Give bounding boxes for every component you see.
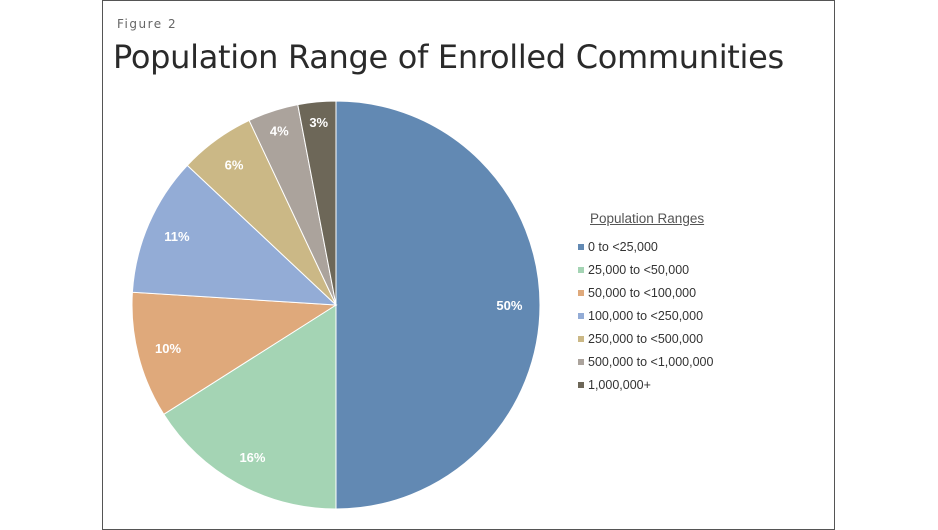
pie-slice-3 [131,164,338,306]
legend-label: 0 to <25,000 [588,239,658,254]
legend-label: 25,000 to <50,000 [588,262,690,277]
legend-title: Population Ranges [590,211,705,226]
legend-item: 100,000 to <250,000 [578,304,713,327]
legend-label: 500,000 to <1,000,000 [588,354,714,369]
legend-swatch [578,289,584,296]
legend: Population Ranges 0 to <25,000 25,000 to … [578,211,713,396]
data-label-2: 10% [155,341,181,356]
legend-label: 100,000 to <250,000 [588,308,704,323]
legend-item: 1,000,000+ [578,373,713,396]
chart-title: Population Range of Enrolled Communities [113,38,784,76]
legend-swatch [578,266,584,273]
data-label-5: 4% [270,123,289,138]
pie-slice-0 [335,100,541,510]
data-label-3: 11% [164,229,190,244]
legend-swatch [578,381,584,388]
data-label-1: 16% [239,450,265,465]
pie-slice-2 [131,291,338,415]
legend-swatch [578,312,584,319]
legend-item: 0 to <25,000 [578,235,713,258]
legend-item: 50,000 to <100,000 [578,281,713,304]
legend-swatch [578,358,584,365]
legend-item: 25,000 to <50,000 [578,258,713,281]
pie-slice-6 [297,100,337,306]
legend-label: 1,000,000+ [588,377,651,392]
legend-label: 50,000 to <100,000 [588,285,697,300]
data-label-4: 6% [225,158,244,173]
figure-label: Figure 2 [117,17,178,31]
legend-item: 500,000 to <1,000,000 [578,350,713,373]
data-label-0: 50% [496,298,522,313]
pie-slice-1 [163,304,337,510]
legend-label: 250,000 to <500,000 [588,331,704,346]
data-label-6: 3% [309,115,328,130]
legend-swatch [578,335,584,342]
legend-swatch [578,243,584,250]
legend-item: 250,000 to <500,000 [578,327,713,350]
